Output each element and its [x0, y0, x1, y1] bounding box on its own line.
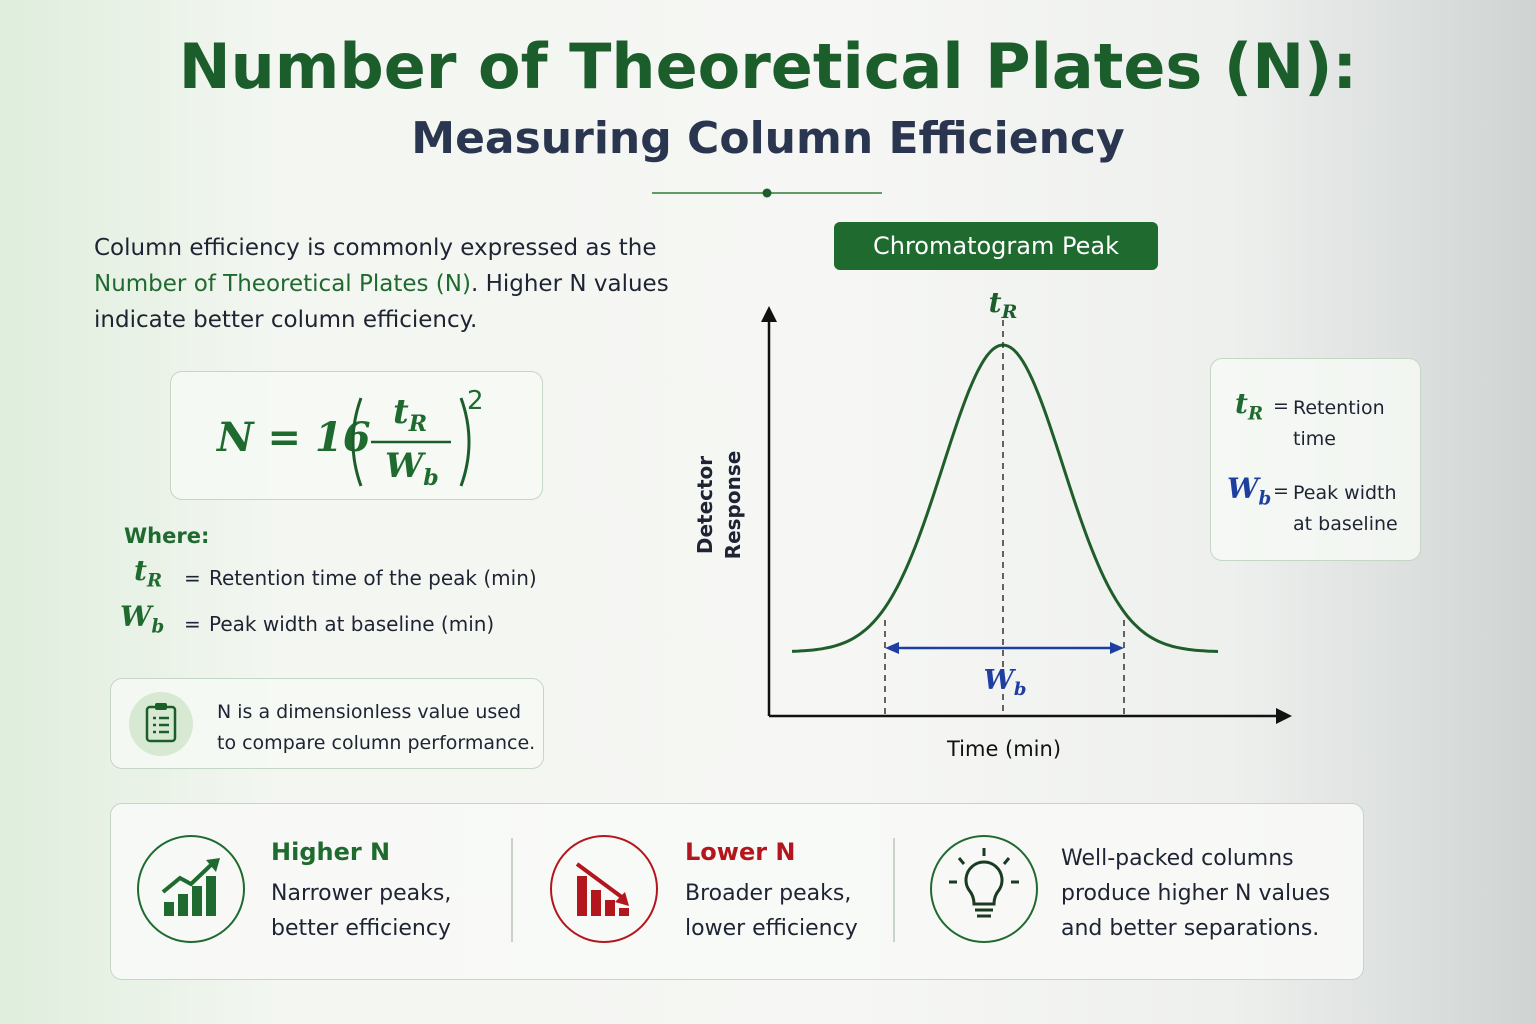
y-axis-label: Detector [693, 456, 717, 554]
summary-panel: Higher N Narrower peaks, better efficienc… [110, 803, 1364, 980]
symbol-base: t [134, 554, 147, 587]
summary-title: Lower N [685, 838, 796, 866]
definition: Retention time of the peak (min) [209, 566, 537, 590]
diagram-title: Chromatogram Peak [834, 222, 1158, 270]
clipboard-icon [129, 692, 193, 756]
symbol: Wb [1227, 472, 1271, 510]
trend-up-icon [137, 835, 245, 943]
note-box: N is a dimensionless value used to compa… [110, 678, 544, 769]
peak-label: tR [989, 286, 1018, 323]
definition: Peak width at baseline (min) [209, 612, 495, 636]
intro: Column efficiency is commonly expressed … [94, 230, 694, 338]
equals: = [1273, 480, 1289, 502]
formula-numerator: tR [393, 392, 428, 437]
note-text: N is a dimensionless value used to compa… [217, 701, 536, 754]
formula-exponent: 2 [467, 386, 484, 416]
parentheses [351, 397, 471, 487]
summary-text: Well-packed columns produce higher N val… [1061, 846, 1331, 941]
symbol-base: W [120, 600, 152, 633]
legend-text: Retention time [1293, 397, 1385, 450]
where-heading: Where: [124, 524, 210, 548]
symbol-sub: b [1258, 488, 1272, 510]
width-label: Wb [984, 665, 1027, 700]
legend-text: Peak width at baseline [1293, 482, 1398, 535]
intro-text: . Higher N values indicate better column… [94, 271, 669, 333]
symbol-base: W [1227, 472, 1259, 505]
symbol-sub: b [151, 616, 165, 638]
chromatogram: tR Wb Time (min) Detector Response [693, 286, 1292, 761]
title: Number of Theoretical Plates (N): [178, 30, 1358, 103]
symbol: tR [134, 554, 162, 592]
divider [652, 188, 882, 198]
legend-box: tR = Retention time Wb = Peak width at baseli… [1210, 358, 1421, 561]
symbol: Wb [120, 600, 164, 638]
subtitle: Measuring Column Efficiency [411, 113, 1125, 164]
symbol-sub: R [1247, 403, 1264, 425]
intro-highlight: Number of Theoretical Plates (N) [94, 271, 471, 297]
lightbulb-icon [930, 835, 1038, 943]
x-axis-label: Time (min) [946, 737, 1061, 761]
summary-title: Higher N [271, 838, 391, 866]
symbol: tR [1235, 387, 1263, 425]
equals: = [184, 566, 201, 590]
symbol-sub: R [146, 570, 163, 592]
y-axis-label: Response [721, 451, 745, 560]
equals: = [1273, 395, 1289, 417]
summary-text: Broader peaks, lower efficiency [685, 881, 858, 941]
separator [893, 838, 895, 942]
formula-denominator: Wb [385, 446, 439, 491]
formula-box: N = 16 tR Wb 2 [170, 371, 543, 500]
formula-lhs: N = 16 [217, 414, 371, 461]
separator [511, 838, 513, 942]
symbol-base: t [1235, 387, 1248, 420]
trend-down-icon [550, 835, 658, 943]
summary-text: Narrower peaks, better efficiency [271, 881, 452, 941]
equals: = [184, 612, 201, 636]
intro-text: Column efficiency is commonly expressed … [94, 235, 657, 261]
